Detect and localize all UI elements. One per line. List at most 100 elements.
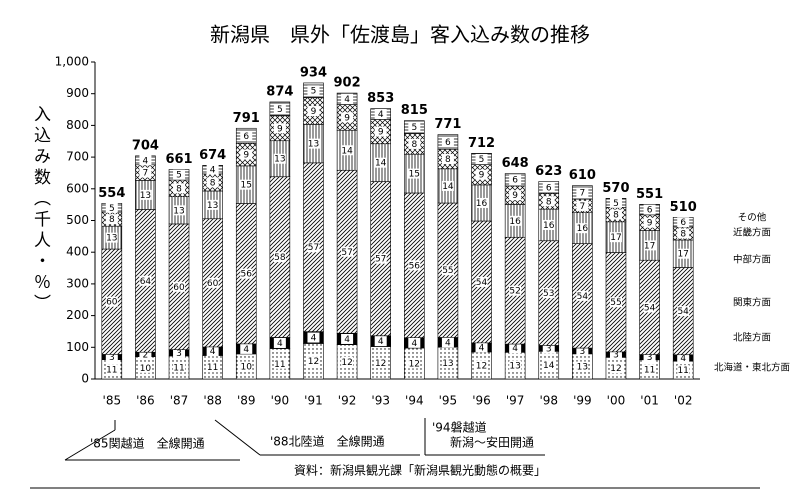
segment-label: 60 xyxy=(106,298,118,308)
total-label: 712 xyxy=(468,136,495,151)
label-box xyxy=(374,109,387,120)
segment-label: 16 xyxy=(577,224,589,234)
label-box xyxy=(173,169,186,180)
segment-label: 4 xyxy=(243,345,249,355)
segment-label: 9 xyxy=(479,171,485,181)
total-label: 570 xyxy=(602,181,629,196)
segment-label: 7 xyxy=(143,169,149,179)
segment-label: 6 xyxy=(243,132,249,142)
segment-label: 58 xyxy=(274,253,286,263)
label-box xyxy=(173,362,186,373)
segment-label: 57 xyxy=(341,248,352,258)
segment-label: 5 xyxy=(311,86,317,96)
label-box xyxy=(509,360,522,371)
label-box xyxy=(173,205,186,216)
segment-label: 64 xyxy=(140,277,152,287)
label-box xyxy=(408,358,421,369)
label-box xyxy=(341,333,354,344)
label-box xyxy=(643,204,656,215)
label-box xyxy=(307,332,320,343)
label-box xyxy=(441,265,454,276)
segment-label: 8 xyxy=(613,211,619,221)
total-label: 815 xyxy=(401,103,428,118)
segment-label: 12 xyxy=(610,364,621,374)
segment-label: 54 xyxy=(644,303,656,313)
label-box xyxy=(273,358,286,369)
segment-label: 4 xyxy=(344,335,350,345)
total-label: 791 xyxy=(233,111,260,126)
label-box xyxy=(374,336,387,347)
legend-label: 近畿方面 xyxy=(733,227,771,239)
segment-label: 5 xyxy=(613,199,619,209)
label-box xyxy=(139,349,152,360)
segment-label: 14 xyxy=(442,182,454,192)
label-box xyxy=(273,123,286,134)
segment-label: 15 xyxy=(409,170,420,180)
segment-label: 16 xyxy=(509,217,521,227)
label-box xyxy=(576,187,589,198)
label-box xyxy=(576,361,589,372)
total-label: 853 xyxy=(367,91,394,106)
label-box xyxy=(542,182,555,193)
segment-label: 53 xyxy=(543,289,554,299)
label-box xyxy=(542,360,555,371)
total-label: 771 xyxy=(434,117,461,132)
segment-label: 5 xyxy=(109,204,115,214)
total-label: 874 xyxy=(266,84,293,99)
label-box xyxy=(576,290,589,301)
x-tick-label: '90 xyxy=(271,394,290,408)
segment-label: 4 xyxy=(512,344,518,354)
label-box xyxy=(139,189,152,200)
label-box xyxy=(441,337,454,348)
segment-label: 4 xyxy=(378,110,384,120)
segment-label: 6 xyxy=(680,218,686,228)
segment-label: 57 xyxy=(375,255,386,265)
label-box xyxy=(307,138,320,149)
annotation-lines xyxy=(30,418,760,489)
label-box xyxy=(173,347,186,358)
x-tick-label: '92 xyxy=(338,394,357,408)
label-box xyxy=(677,228,690,239)
label-box xyxy=(240,268,253,279)
segment-label: 4 xyxy=(378,337,384,347)
y-tick-label: 1,000 xyxy=(55,55,89,69)
label-box xyxy=(408,260,421,271)
segment-label: 3 xyxy=(109,353,115,363)
label-box xyxy=(441,136,454,147)
label-box xyxy=(273,337,286,348)
segment-label: 15 xyxy=(241,181,252,191)
segment-label: 13 xyxy=(442,359,453,369)
segment-label: 8 xyxy=(546,197,552,207)
label-box xyxy=(307,106,320,117)
label-box xyxy=(609,197,622,208)
label-box xyxy=(105,232,118,243)
label-box xyxy=(542,288,555,299)
segment-label: 9 xyxy=(512,191,518,201)
label-box xyxy=(341,145,354,156)
label-box xyxy=(341,93,354,104)
x-tick-label: '97 xyxy=(506,394,525,408)
label-box xyxy=(475,153,488,164)
y-tick-label: 700 xyxy=(66,150,89,164)
x-tick-label: '95 xyxy=(439,394,458,408)
label-box xyxy=(240,179,253,190)
label-box xyxy=(677,365,690,376)
x-tick-label: '94 xyxy=(405,394,424,408)
legend-label: 関東方面 xyxy=(733,297,771,309)
segment-label: 13 xyxy=(509,362,520,372)
label-box xyxy=(341,112,354,123)
segment-label: 3 xyxy=(176,349,182,359)
label-box xyxy=(206,177,219,188)
segment-label: 5 xyxy=(277,105,283,115)
segment-label: 52 xyxy=(509,287,520,297)
label-box xyxy=(240,149,253,160)
segment-label: 12 xyxy=(476,361,487,371)
segment-label: 8 xyxy=(411,140,417,150)
x-tick-label: '02 xyxy=(674,394,693,408)
label-box xyxy=(643,364,656,375)
label-box xyxy=(475,342,488,353)
chart-title: 新潟県 県外「佐渡島」客入込み数の推移 xyxy=(210,23,590,47)
label-box xyxy=(341,246,354,257)
label-box xyxy=(173,183,186,194)
